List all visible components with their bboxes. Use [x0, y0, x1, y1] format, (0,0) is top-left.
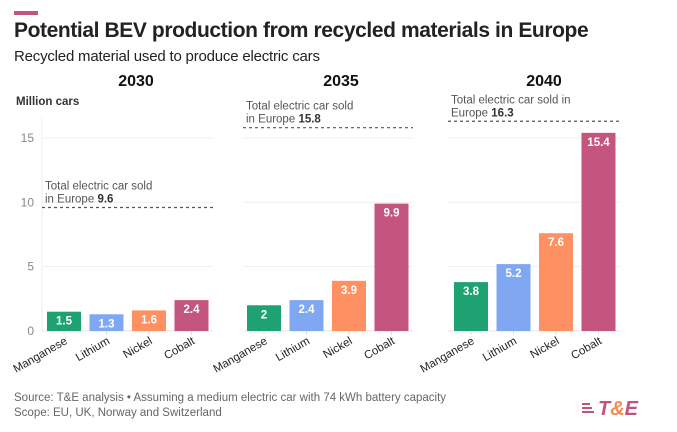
panel-title-2035: 2035: [323, 73, 359, 90]
x-tick-label: Lithium: [74, 335, 112, 364]
chart-subtitle: Recycled material used to produce electr…: [14, 48, 320, 65]
x-tick-label: Cobalt: [162, 335, 197, 362]
reference-label-line2: Europe 16.3: [451, 107, 514, 119]
bar-manganese: [47, 311, 81, 331]
y-tick-label: 10: [21, 195, 35, 209]
accent-bar: [14, 11, 38, 15]
bar-cobalt: [581, 132, 616, 331]
data-label: 7.6: [548, 237, 564, 249]
y-tick-label: 15: [21, 131, 35, 145]
footer: Source: T&E analysis • Assuming a medium…: [14, 391, 446, 421]
reference-label-line2: in Europe 15.8: [246, 114, 321, 126]
bar-lithium: [289, 300, 324, 331]
reference-value: 15.8: [298, 114, 321, 126]
data-label: 1.5: [56, 316, 73, 328]
data-label: 1.3: [99, 318, 115, 330]
bar-lithium: [89, 314, 124, 331]
bar-cobalt: [174, 300, 209, 331]
logo-t: T: [598, 397, 611, 420]
y-tick-label: 5: [27, 260, 34, 274]
x-tick-label: Cobalt: [569, 335, 604, 362]
bar-cobalt: [374, 203, 409, 331]
panel-title-2040: 2040: [526, 73, 562, 90]
bar-manganese: [247, 305, 281, 331]
reference-value: 9.6: [97, 193, 113, 205]
reference-value: 16.3: [491, 107, 513, 119]
x-tick-label: Nickel: [321, 335, 354, 361]
bar-nickel: [539, 233, 573, 331]
logo-lines-icon: [582, 402, 594, 416]
x-tick-label: Nickel: [121, 335, 154, 361]
x-tick-label: Manganese: [211, 335, 269, 375]
y-tick-label: 0: [27, 324, 34, 338]
te-logo: T & E: [582, 398, 638, 420]
reference-label: Total electric car sold: [45, 180, 152, 192]
x-tick-label: Nickel: [528, 335, 561, 361]
x-tick-label: Cobalt: [362, 335, 397, 362]
reference-label-line2: in Europe 9.6: [45, 193, 113, 205]
bar-lithium: [496, 264, 531, 331]
data-label: 9.9: [384, 208, 400, 220]
source-note: Source: T&E analysis • Assuming a medium…: [14, 392, 447, 404]
chart-title: Potential BEV production from recycled m…: [14, 19, 589, 42]
x-tick-label: Manganese: [418, 335, 476, 375]
scope-note: Scope: EU, UK, Norway and Switzerland: [14, 407, 222, 419]
logo-e: E: [624, 397, 639, 420]
reference-label: Total electric car sold in: [451, 94, 571, 106]
data-label: 2.4: [184, 304, 201, 316]
x-tick-label: Lithium: [481, 335, 519, 364]
x-tick-label: Manganese: [11, 335, 69, 375]
data-label: 2.4: [299, 304, 316, 316]
logo-amp: &: [610, 397, 625, 420]
data-label: 5.2: [506, 268, 522, 280]
bar-nickel: [332, 280, 366, 331]
panel-title-2030: 2030: [118, 73, 154, 90]
data-label: 1.6: [141, 314, 157, 326]
x-tick-label: Lithium: [274, 335, 312, 364]
data-label: 2: [261, 309, 267, 321]
data-label: 15.4: [587, 137, 610, 149]
bar-nickel: [132, 310, 166, 331]
reference-label: Total electric car sold: [246, 101, 353, 113]
data-label: 3.9: [341, 285, 357, 297]
y-axis-label: Million cars: [16, 96, 80, 108]
data-label: 3.8: [463, 286, 480, 298]
bar-manganese: [454, 282, 488, 331]
